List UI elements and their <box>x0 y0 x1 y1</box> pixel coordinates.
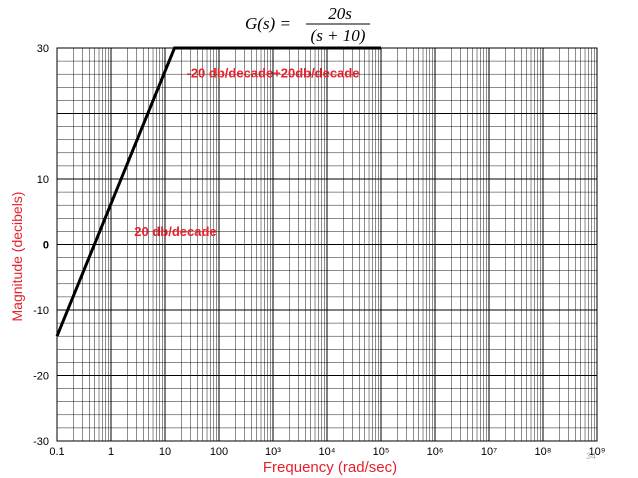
annotations: 20 db/decade -20 db/decade+20db/decade <box>134 65 359 239</box>
y-tick-label: 30 <box>37 43 49 55</box>
formula-lhs: G(s) = <box>245 14 291 33</box>
bode-magnitude-line <box>55 46 381 337</box>
x-tick-label: 10⁴ <box>319 446 336 458</box>
y-tick-label: -10 <box>33 305 49 317</box>
slope-annotation: 20 db/decade <box>134 224 216 239</box>
transfer-function: G(s) = 20s (s + 10) <box>245 4 370 45</box>
formula-denominator: (s + 10) <box>311 26 366 45</box>
x-tick-label: 10 <box>159 446 171 458</box>
x-tick-label: 10³ <box>265 446 281 458</box>
x-tick-label: 10⁹ <box>589 446 606 458</box>
x-axis-label: Frequency (rad/sec) <box>263 459 397 476</box>
formula-numerator: 20s <box>328 4 352 23</box>
x-tick-label: 0.1 <box>49 446 64 458</box>
y-tick-label: 10 <box>37 174 49 186</box>
x-tick-label: 10⁵ <box>373 446 390 458</box>
x-tick-label: 10⁷ <box>481 446 497 458</box>
x-tick-label: 10⁸ <box>535 446 552 458</box>
y-axis-label: Magnitude (decibels) <box>9 192 25 322</box>
flat-annotation: -20 db/decade+20db/decade <box>186 65 359 80</box>
y-tick-label: -20 <box>33 371 49 383</box>
series-layer <box>55 46 381 337</box>
x-tick-label: 100 <box>210 446 228 458</box>
y-tick-labels: 30 10 0 -10 -20 -30 <box>33 43 49 448</box>
x-tick-label: 10⁶ <box>427 446 444 458</box>
x-tick-labels: 0.1 1 10 100 10³ 10⁴ 10⁵ 10⁶ 10⁷ 10⁸ 10⁹ <box>49 446 605 458</box>
page-number: 34 <box>586 451 596 461</box>
y-tick-label: 0 <box>43 240 49 252</box>
major-grid <box>56 47 598 442</box>
x-tick-label: 1 <box>108 446 114 458</box>
y-tick-label: -30 <box>33 436 49 448</box>
